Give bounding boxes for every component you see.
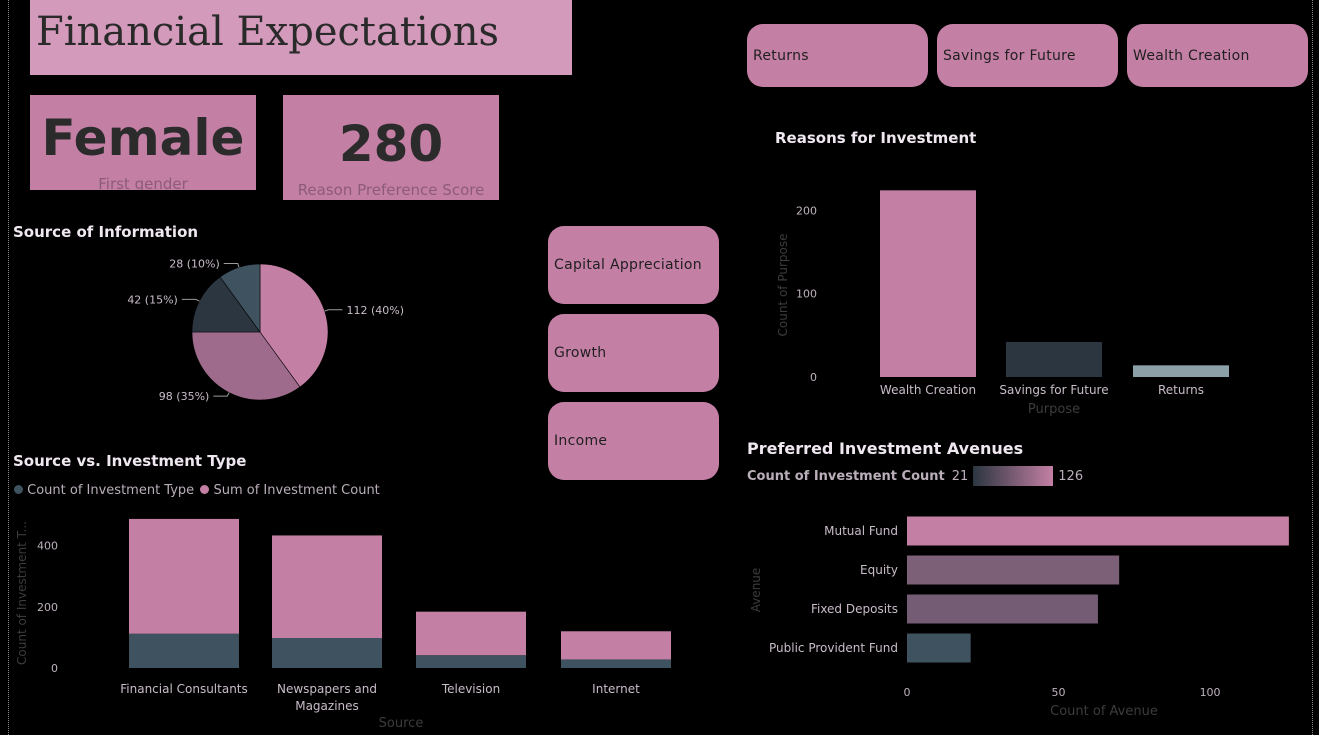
pie-leader-1 [213,392,230,397]
avenues-ylabel: Avenue [749,568,763,613]
reasons-bar-0 [880,190,976,377]
gender-value: Female [41,109,245,167]
slicer-returns-label: Returns [753,47,809,64]
page-title: Financial Expectations [30,0,572,75]
source-vs-type-title: Source vs. Investment Type [13,452,247,470]
avenues-bar-1 [907,555,1120,585]
legend-dot-sum [200,485,210,494]
pie-leader-0 [324,309,343,312]
gradient-min: 21 [951,468,969,484]
gradient-label: Count of Investment Count [747,468,945,484]
gender-label: First gender [98,175,188,190]
avenues-ytick-2: Fixed Deposits [811,602,898,616]
stacked-xtick-1-1: Magazines [295,699,359,713]
pie-slice-3 [219,263,261,333]
stacked-xtick-0-0: Financial Consultants [120,682,248,696]
avenues-bar-chart: Mutual Fund Equity Fixed Deposits Public Pr… [749,516,1289,719]
stacked-xlabel: Source [379,716,424,731]
slicer-wealth-button[interactable]: Wealth Creation [1127,24,1308,87]
reasons-ylabel: Count of Purpose [776,234,790,337]
avenues-xtick-0: 0 [904,686,911,699]
stacked-ytick-2: 400 [37,540,58,553]
reasons-title: Reasons for Investment [775,129,977,147]
slicer-income-button[interactable]: Income [548,402,719,480]
pie-slice-1 [191,331,301,401]
stacked-bar-2-1 [416,611,526,656]
source-vs-type-bar-chart: 0 200 400 Count of Investment T... Financial… [15,518,671,731]
stacked-xtick-1-0: Newspapers and [277,682,377,696]
slicer-returns-button[interactable]: Returns [747,24,928,87]
slicer-growth-label: Growth [554,345,607,361]
avenues-xlabel: Count of Avenue [1050,704,1158,719]
pie-slice-0 [259,263,329,388]
reasons-ytick-0: 0 [810,371,817,384]
avenues-ytick-1: Equity [860,563,898,577]
avenues-gradient-legend: Count of Investment Count 21 126 [747,466,1083,486]
legend-label-sum: Sum of Investment Count [213,483,380,498]
slicer-wealth-label: Wealth Creation [1133,47,1250,64]
stacked-xtick-2-0: Television [441,682,500,696]
avenues-ytick-3: Public Provident Fund [769,641,898,655]
stacked-bar-0-1 [129,518,239,634]
legend-label-type: Count of Investment Type [27,483,195,498]
reasons-ytick-2: 200 [796,204,817,217]
right-border [1312,0,1313,735]
legend-dot-type [14,485,23,494]
source-info-title: Source of Information [13,223,199,241]
source-vs-type-legend: Count of Investment Type Sum of Investme… [14,483,380,498]
pie-slice-2 [191,276,261,333]
reasons-xlabel: Purpose [1028,402,1080,417]
slicer-capital-label: Capital Appreciation [554,257,702,273]
slicer-income-label: Income [554,433,608,449]
pie-leader-3 [223,263,240,268]
stacked-ytick-1: 200 [37,601,58,614]
stacked-bar-0-0 [129,633,239,668]
avenues-bar-3 [907,633,971,663]
pie-label-0: 112 (40%) [346,304,404,317]
score-value: 280 [338,115,444,173]
reasons-xtick-0: Wealth Creation [880,383,976,397]
stacked-bar-3-0 [561,659,671,668]
slicer-savings-button[interactable]: Savings for Future [937,24,1118,87]
avenues-ytick-0: Mutual Fund [824,524,898,538]
avenues-xtick-1: 50 [1052,686,1066,699]
stacked-bar-1-0 [272,638,382,668]
stacked-ytick-0: 0 [51,662,58,675]
avenues-bar-0 [907,516,1289,546]
stacked-bar-3-1 [561,631,671,660]
pie-label-1: 98 (35%) [159,390,210,403]
pie-label-2: 42 (15%) [127,293,178,306]
score-card: 280 Reason Preference Score [283,95,499,200]
slicer-savings-label: Savings for Future [943,47,1076,64]
reasons-xtick-2: Returns [1158,383,1204,397]
gradient-bar [973,466,1054,486]
reasons-xtick-1: Savings for Future [999,383,1108,397]
source-info-pie-chart: 112 (40%) 98 (35%) 42 (15%) 28 (10%) [127,258,404,404]
page-title-text: Financial Expectations [36,9,500,55]
stacked-ylabel: Count of Investment T... [15,521,29,665]
left-border [8,0,9,735]
reasons-bar-chart: 0 100 200 Count of Purpose Wealth Creation Sa… [776,190,1229,417]
gender-card: Female First gender [30,95,256,190]
stacked-xtick-3-0: Internet [592,682,640,696]
pie-label-3: 28 (10%) [169,258,220,271]
slicer-growth-button[interactable]: Growth [548,314,719,392]
stacked-bar-1-1 [272,535,382,638]
avenues-xtick-2: 100 [1200,686,1221,699]
gradient-max: 126 [1058,468,1084,484]
reasons-bar-1 [1006,342,1102,377]
stacked-bar-2-0 [416,655,526,668]
slicer-capital-appreciation-button[interactable]: Capital Appreciation [548,226,719,304]
avenues-bar-2 [907,594,1098,624]
score-label: Reason Preference Score [297,181,485,199]
reasons-bar-2 [1133,365,1229,377]
pie-leader-2 [181,298,200,302]
reasons-ytick-1: 100 [796,288,817,301]
avenues-title: Preferred Investment Avenues [747,439,1024,458]
